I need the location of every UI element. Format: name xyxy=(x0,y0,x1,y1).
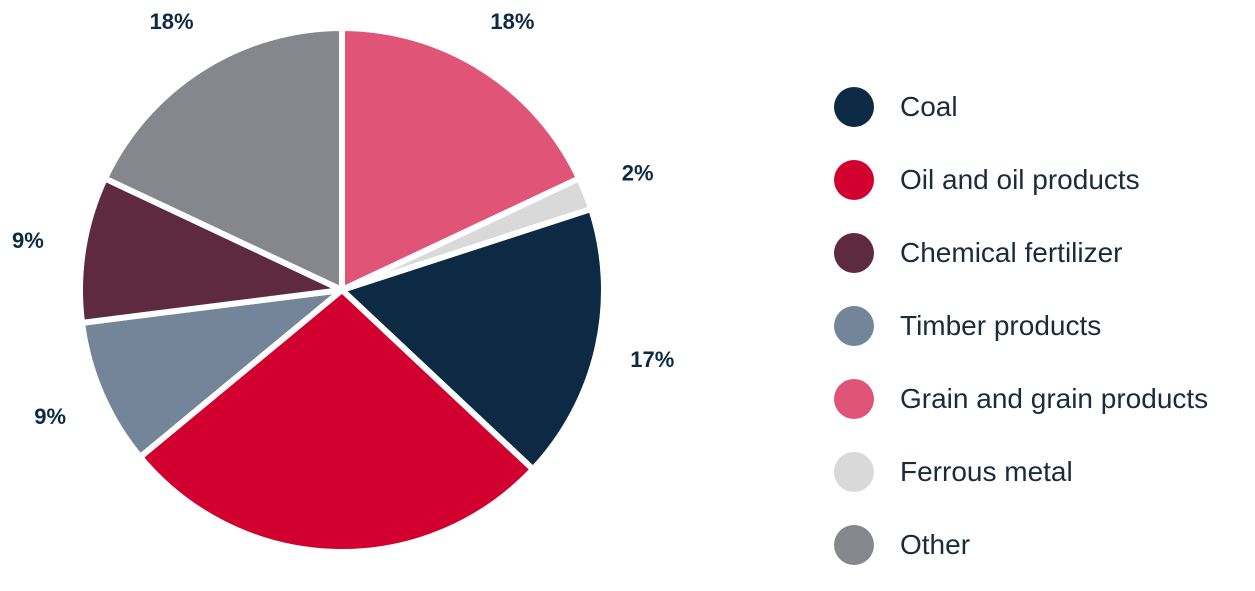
legend-swatch xyxy=(834,305,874,346)
chart-legend: Coal Oil and oil products Chemical ferti… xyxy=(834,70,1255,581)
legend-item-chemical-fertilizer: Chemical fertilizer xyxy=(834,216,1255,289)
legend-label: Chemical fertilizer xyxy=(900,236,1123,268)
pie-slices xyxy=(77,25,607,555)
pie-slice-chemical-fertilizer xyxy=(77,175,345,326)
slice-percent-label: 18% xyxy=(150,9,194,34)
legend-label: Ferrous metal xyxy=(900,455,1073,487)
legend-swatch xyxy=(834,451,874,492)
slice-percent-label: 2% xyxy=(622,160,654,185)
legend-swatch xyxy=(834,159,874,200)
legend-swatch xyxy=(834,524,874,565)
legend-item-ferrous-metal: Ferrous metal xyxy=(834,435,1255,508)
legend-label: Timber products xyxy=(900,309,1102,341)
legend-swatch xyxy=(834,232,874,273)
pie-slice-coal xyxy=(339,206,607,473)
legend-item-other: Other xyxy=(834,508,1255,581)
legend-item-coal: Coal xyxy=(834,70,1255,143)
legend-label: Other xyxy=(900,528,971,560)
pie-slice-oil-and-oil-products xyxy=(137,287,536,555)
pie-labels: 18%2%17%27%9%9%18% xyxy=(12,9,674,429)
legend-swatch xyxy=(834,86,874,127)
legend-item-oil: Oil and oil products xyxy=(834,143,1255,216)
legend-item-grain: Grain and grain products xyxy=(834,362,1255,435)
legend-item-timber: Timber products xyxy=(834,289,1255,362)
legend-label: Oil and oil products xyxy=(900,163,1140,195)
legend-label: Grain and grain products xyxy=(900,382,1209,414)
pie-slice-other xyxy=(101,25,345,293)
slice-percent-label: 18% xyxy=(490,9,534,34)
slice-percent-label: 9% xyxy=(12,228,44,253)
pie-slice-grain-and-grain-products xyxy=(339,25,583,293)
legend-label: Coal xyxy=(900,90,958,122)
pie-slice-timber-products xyxy=(79,287,345,461)
slice-percent-label: 9% xyxy=(34,404,66,429)
slice-percent-label: 17% xyxy=(630,347,674,372)
legend-swatch xyxy=(834,378,874,419)
